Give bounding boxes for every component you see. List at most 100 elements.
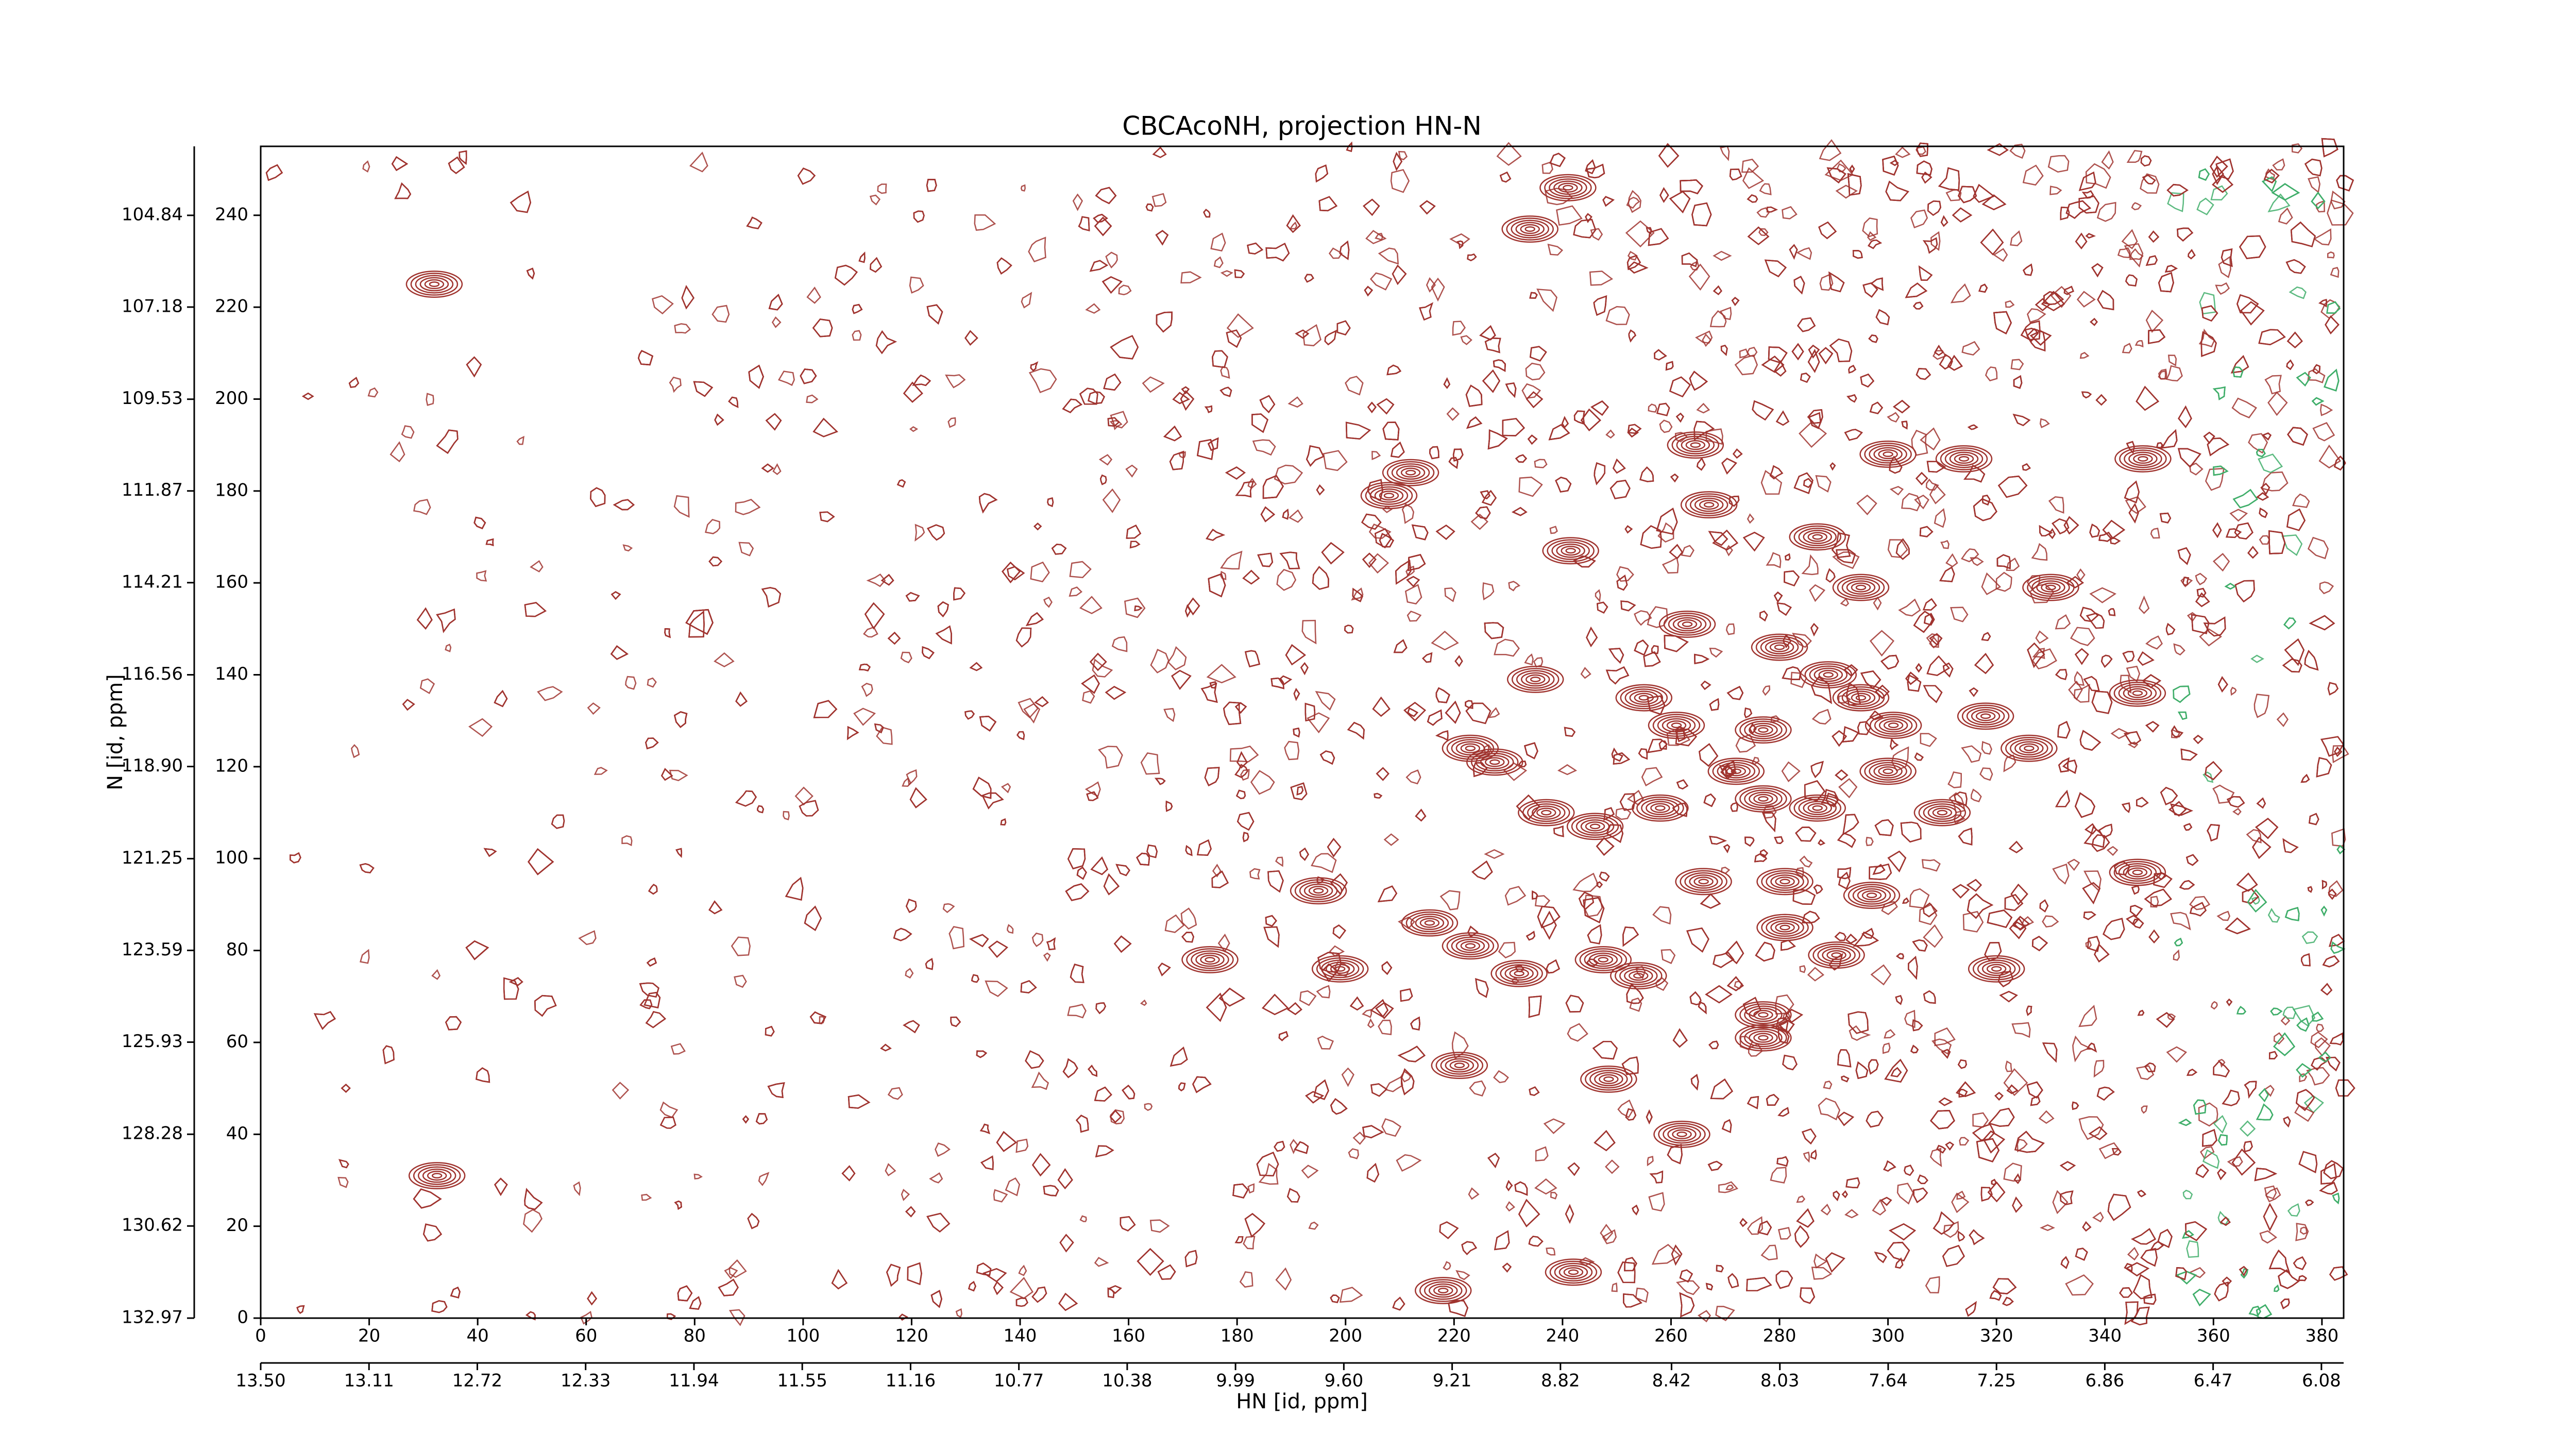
noise-contour (2081, 391, 2092, 399)
peak-contour (1808, 941, 1865, 969)
noise-contour (1825, 568, 1836, 583)
noise-contour (1853, 931, 1879, 947)
noise-contour (622, 544, 633, 552)
noise-contour (980, 1155, 994, 1170)
noise-contour (1853, 931, 1879, 947)
noise-contour (1915, 471, 1928, 485)
noise-contour (1599, 871, 1610, 882)
noise-contour (1028, 368, 1057, 393)
noise-contour (524, 1188, 543, 1210)
noise-contour (413, 1188, 442, 1209)
noise-contour (1590, 400, 1609, 416)
noise-contour (2014, 1131, 2045, 1153)
peak-contour (2127, 867, 2148, 878)
noise-contour (1400, 988, 1413, 1002)
noise-contour (1419, 200, 1436, 215)
noise-contour (1065, 883, 1090, 901)
noise-contour (1957, 186, 1977, 204)
noise-contour (1866, 836, 1874, 846)
noise-contour (612, 1082, 630, 1100)
noise-contour (980, 1155, 994, 1170)
noise-contour (2267, 907, 2280, 923)
noise-contour (1529, 292, 1538, 299)
noise-contour (2271, 183, 2300, 201)
noise-contour (2040, 1224, 2055, 1231)
noise-contour (1880, 654, 1900, 670)
noise-contour (1031, 1153, 1051, 1177)
noise-contour (1505, 1180, 1513, 1191)
peak-contour (1807, 532, 1827, 542)
noise-contour (2059, 1161, 2076, 1171)
peak-contour (1511, 220, 1549, 239)
noise-contour (646, 957, 657, 967)
peak (1360, 482, 1418, 510)
noise-contour (2268, 530, 2286, 554)
noise-contour (1212, 350, 1228, 368)
noise-contour (473, 516, 486, 530)
noise-contour (1286, 214, 1301, 233)
y-tick-label: 180 (215, 480, 248, 500)
noise-contour (2289, 286, 2307, 299)
noise-contour (1672, 1028, 1688, 1048)
peak-contour (1913, 799, 1971, 827)
noise-contour (1265, 915, 1277, 927)
noise-contour (394, 182, 412, 199)
noise-contour (1933, 1211, 1955, 1235)
peak-contour (1610, 962, 1667, 990)
noise-contour (1318, 196, 1338, 212)
noise-contour (2039, 418, 2050, 429)
noise-contour (1696, 402, 1710, 414)
noise-contour (1861, 928, 1874, 939)
peak-contour (1923, 803, 1962, 822)
noise-contour (2247, 889, 2267, 913)
noise-contour (1381, 961, 1393, 975)
peak-contour (2019, 743, 2039, 753)
peak-contour (2118, 863, 2157, 882)
noise-contour (1694, 653, 1710, 664)
peak-contour (1545, 1258, 1602, 1286)
noise-contour (2048, 528, 2056, 540)
noise-contour (2258, 453, 2283, 474)
noise-contour (1226, 329, 1242, 348)
peak-contour (1744, 789, 1783, 808)
noise-contour (1718, 1181, 1739, 1193)
noise-contour (1811, 1267, 1833, 1280)
noise-contour (1810, 622, 1819, 637)
noise-contour (1870, 964, 1892, 986)
noise-contour (1917, 1174, 1928, 1184)
noise-contour (2131, 1228, 2157, 1245)
noise-contour (1814, 1253, 1828, 1269)
noise-contour (1623, 1293, 1642, 1308)
noise-contour (1206, 992, 1227, 1022)
noise-contour (1404, 584, 1422, 605)
peak-contour (1663, 1125, 1701, 1144)
noise-contour (1107, 417, 1120, 427)
x2-tick-label: 13.50 (235, 1371, 285, 1391)
peak-contour (1449, 1060, 1470, 1071)
noise-contour (2175, 1267, 2188, 1280)
noise-contour (1259, 395, 1276, 414)
noise-contour (1713, 952, 1735, 968)
noise-contour (1658, 143, 1680, 168)
noise-contour (886, 1263, 901, 1287)
noise-contour (2158, 368, 2167, 380)
noise-contour (1105, 251, 1118, 269)
noise-contour (1993, 248, 2008, 262)
noise-contour (664, 628, 671, 638)
noise-contour (1961, 341, 1980, 356)
noise-contour (1397, 1046, 1426, 1063)
noise-contour (858, 663, 871, 671)
noise-contour (1585, 159, 1596, 175)
noise-contour (1393, 639, 1408, 653)
peak-contour (1712, 760, 1760, 783)
noise-contour (2295, 1089, 2315, 1111)
noise-contour (2137, 1009, 2145, 1016)
noise-contour (1774, 836, 1784, 845)
noise-contour (1262, 475, 1284, 499)
noise-contour (1836, 163, 1846, 173)
noise-contour (2247, 889, 2267, 913)
noise-contour (1398, 916, 1416, 930)
peak-contour (1937, 810, 1948, 816)
noise-contour (2093, 1059, 2105, 1078)
peak-contour (1831, 952, 1842, 958)
